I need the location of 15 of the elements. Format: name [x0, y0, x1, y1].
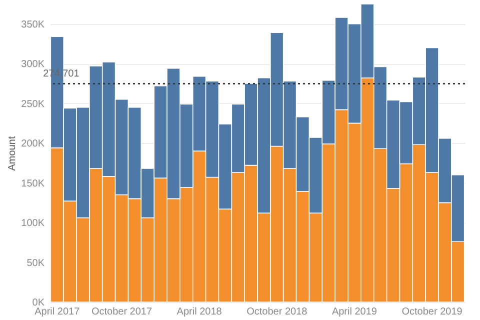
- x-tick-label: April 2019: [332, 306, 378, 318]
- y-tick-label: 350K: [21, 19, 45, 30]
- y-tick-label: 150K: [21, 178, 45, 190]
- x-tick-label: April 2018: [176, 306, 222, 318]
- y-tick-label: 50K: [26, 258, 45, 269]
- y-tick-label: 100K: [21, 218, 45, 230]
- x-tick-label: October 2018: [246, 306, 308, 318]
- y-tick-label: 0K: [32, 298, 45, 308]
- x-tick-label: October 2019: [402, 306, 463, 318]
- x-tick-label: October 2017: [91, 306, 152, 318]
- x-tick-label: April 2017: [34, 306, 80, 318]
- y-tick-label: 300K: [21, 59, 45, 70]
- y-tick-label: 200K: [21, 138, 45, 150]
- y-axis-title: Amount: [7, 136, 18, 171]
- y-tick-label: 250K: [21, 98, 45, 110]
